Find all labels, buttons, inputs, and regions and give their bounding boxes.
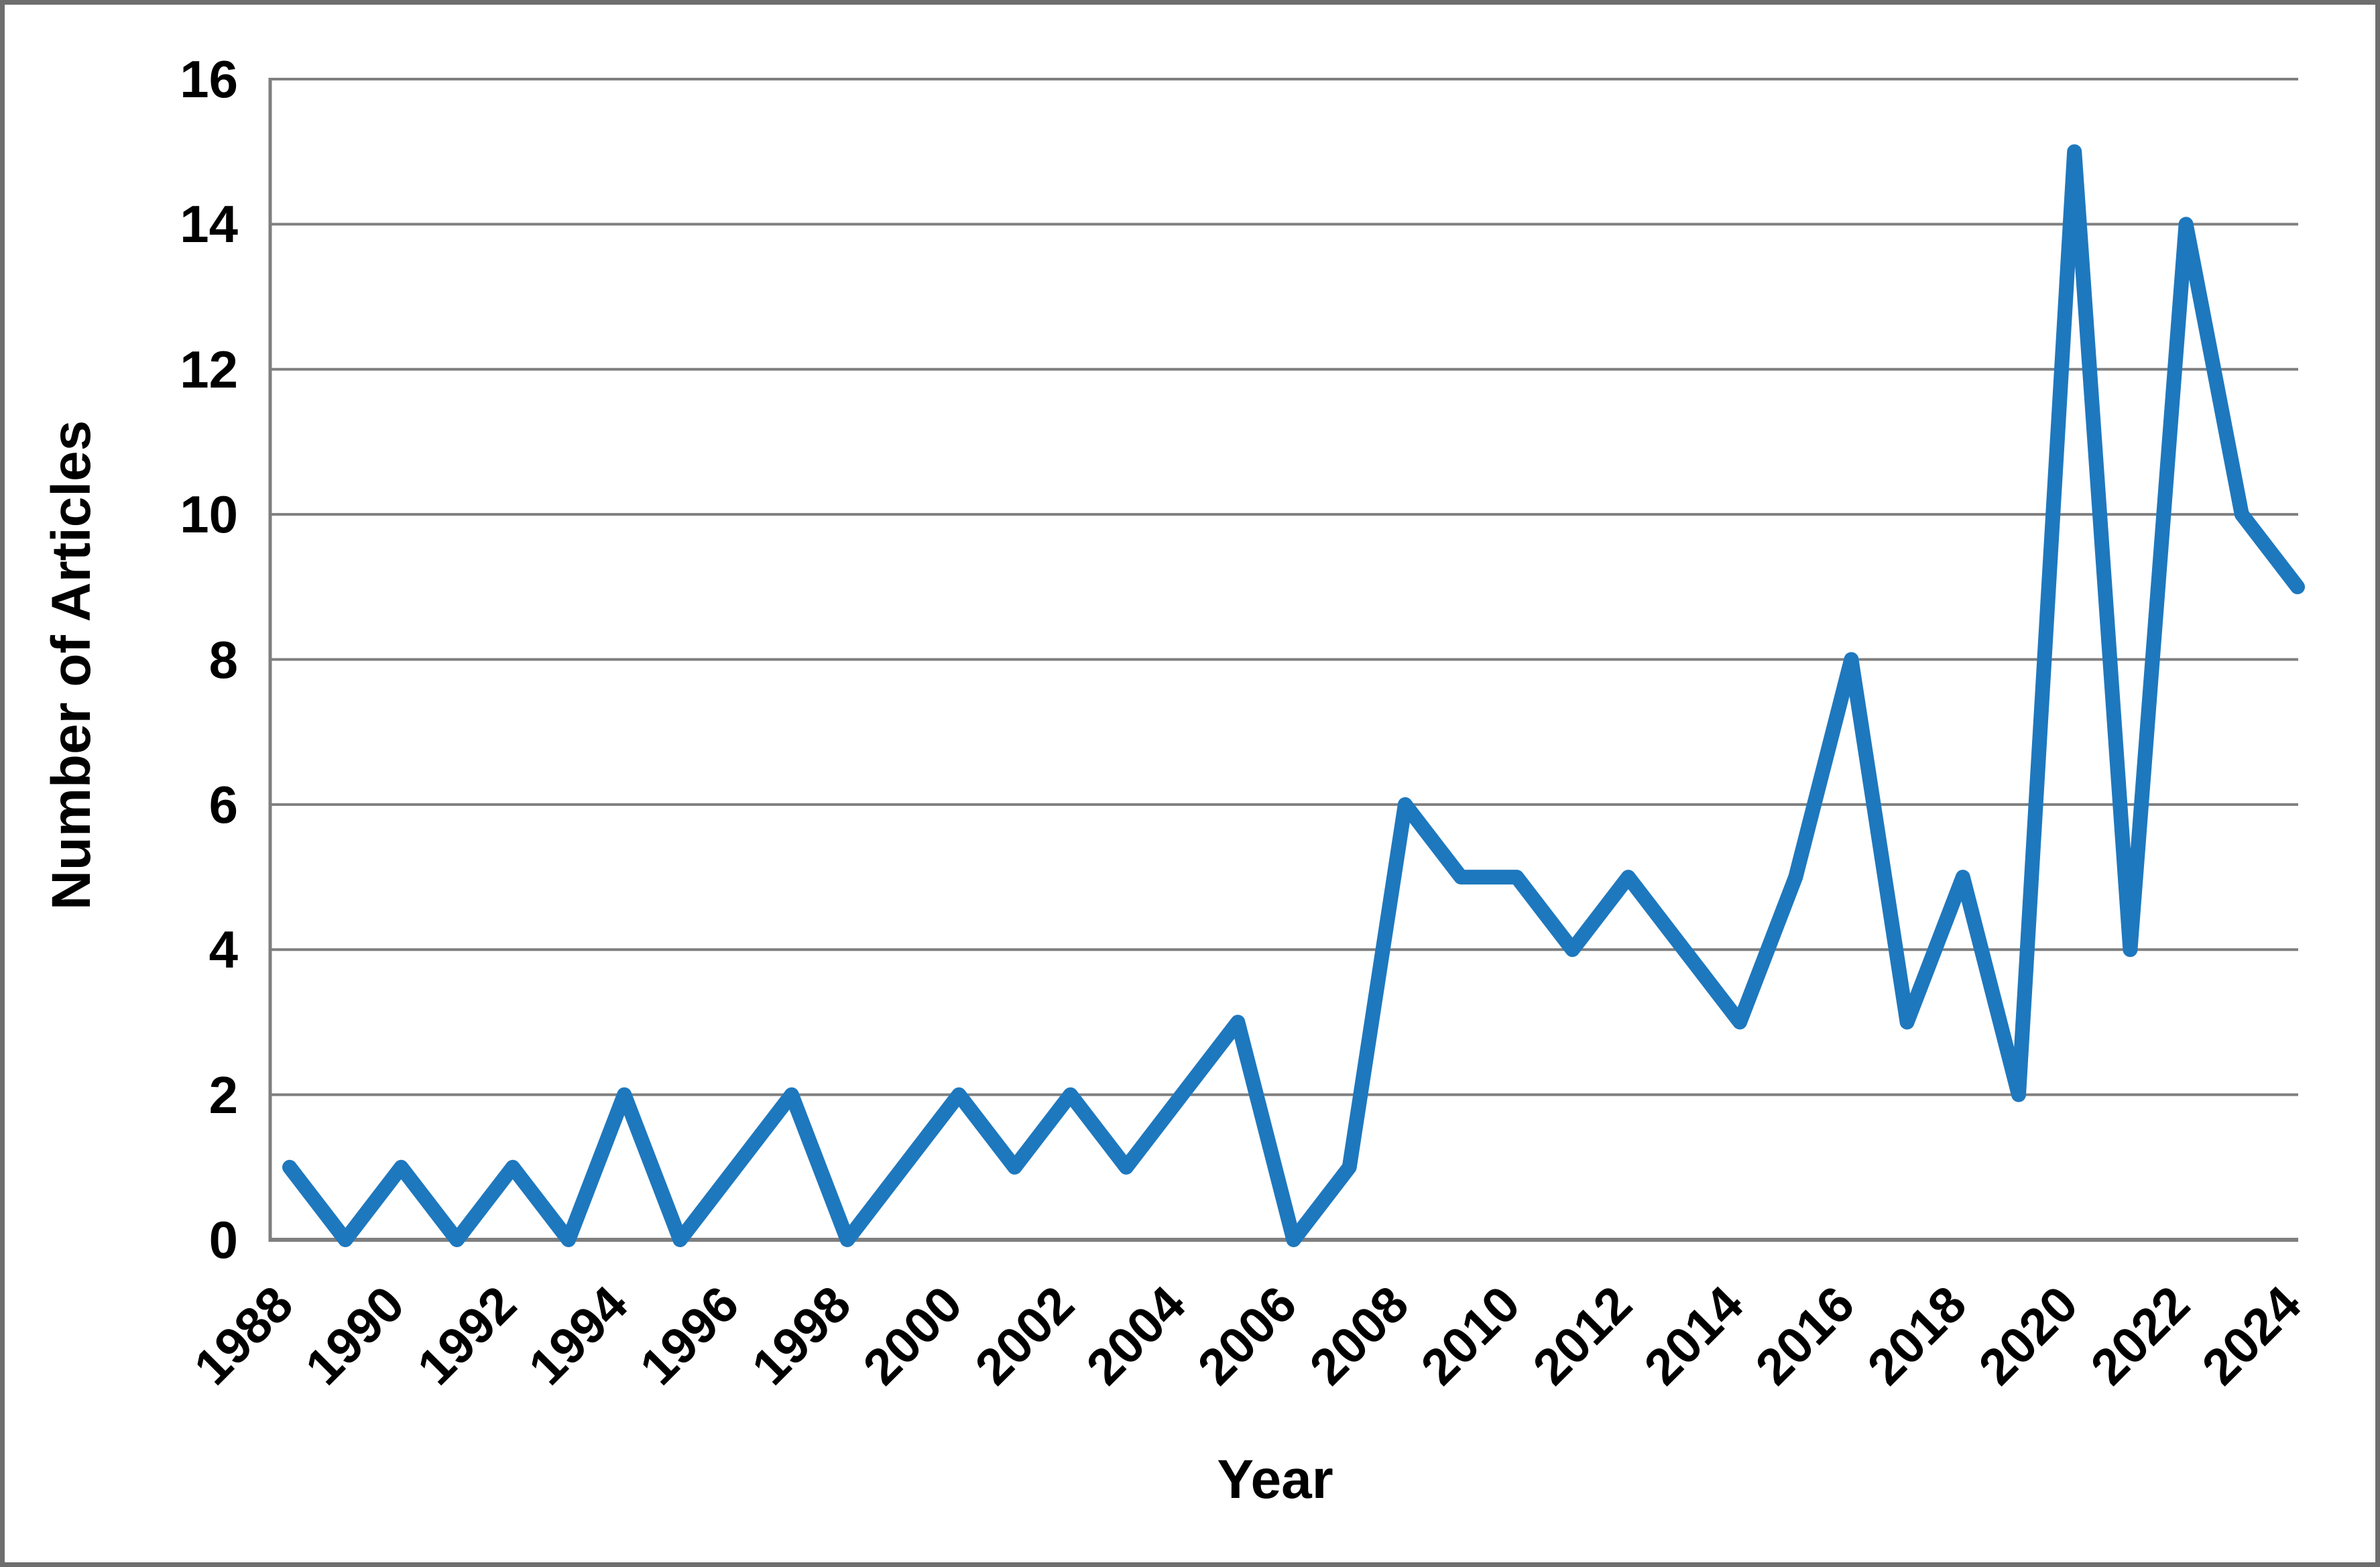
line-chart — [268, 78, 2305, 1247]
y-axis-tick-label-2: 2 — [209, 1065, 238, 1124]
gridlines — [270, 78, 2298, 1242]
y-axis-tick-label-8: 8 — [209, 630, 238, 689]
y-axis-tick-label-12: 12 — [180, 339, 238, 399]
y-axis-tick-label-6: 6 — [209, 774, 238, 834]
data-series-line — [282, 144, 2305, 1247]
y-axis-tick-label-10: 10 — [180, 485, 238, 544]
y-axis-tick-label-0: 0 — [209, 1210, 238, 1269]
y-axis-tick-label-4: 4 — [209, 920, 238, 980]
x-axis-title: Year — [1217, 1449, 1333, 1510]
y-axis-tick-label-16: 16 — [180, 50, 238, 109]
y-axis-tick-label-14: 14 — [180, 194, 238, 254]
y-axis-title: Number of Articles — [41, 420, 102, 911]
